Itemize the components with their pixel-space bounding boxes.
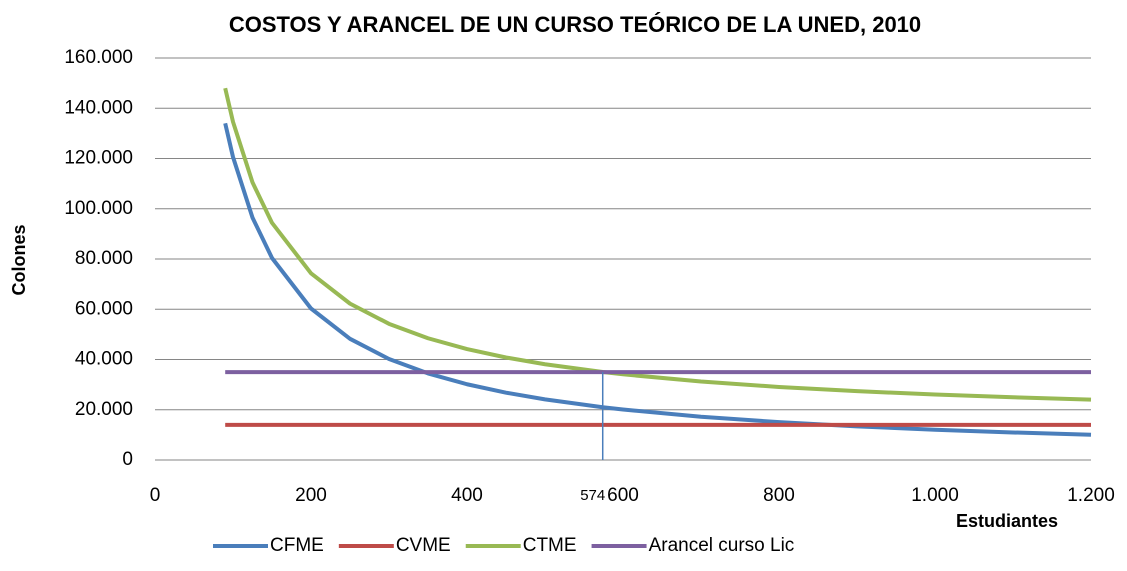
y-tick-label: 60.000 bbox=[75, 298, 133, 319]
line-series bbox=[223, 87, 1092, 402]
y-tick-label: 0 bbox=[122, 449, 133, 470]
x-tick-label: 400 bbox=[451, 485, 483, 506]
legend-label: CFME bbox=[270, 535, 324, 556]
y-axis-title: Colones bbox=[9, 224, 29, 295]
x-axis-title: Estudiantes bbox=[956, 511, 1058, 531]
y-tick-label: 40.000 bbox=[75, 349, 133, 370]
legend-label: CTME bbox=[523, 535, 577, 556]
y-tick-label: 80.000 bbox=[75, 248, 133, 269]
line-series bbox=[223, 122, 1092, 437]
y-tick-label: 20.000 bbox=[75, 399, 133, 420]
x-tick-label: 0 bbox=[150, 485, 161, 506]
x-tick-label: 200 bbox=[295, 485, 327, 506]
x-tick-label: 1.200 bbox=[1067, 485, 1115, 506]
chart-title: COSTOS Y ARANCEL DE UN CURSO TEÓRICO DE … bbox=[229, 12, 921, 37]
y-tick-label: 160.000 bbox=[64, 47, 133, 68]
y-tick-label: 120.000 bbox=[64, 148, 133, 169]
x-tick-label: 1.000 bbox=[911, 485, 959, 506]
y-tick-label: 100.000 bbox=[64, 198, 133, 219]
y-tick-label: 140.000 bbox=[64, 97, 133, 118]
annotation-label: 574 bbox=[580, 487, 605, 504]
x-tick-label: 600 bbox=[607, 485, 639, 506]
legend-label: Arancel curso Lic bbox=[649, 535, 795, 556]
legend-label: CVME bbox=[396, 535, 451, 556]
x-tick-label: 800 bbox=[763, 485, 795, 506]
